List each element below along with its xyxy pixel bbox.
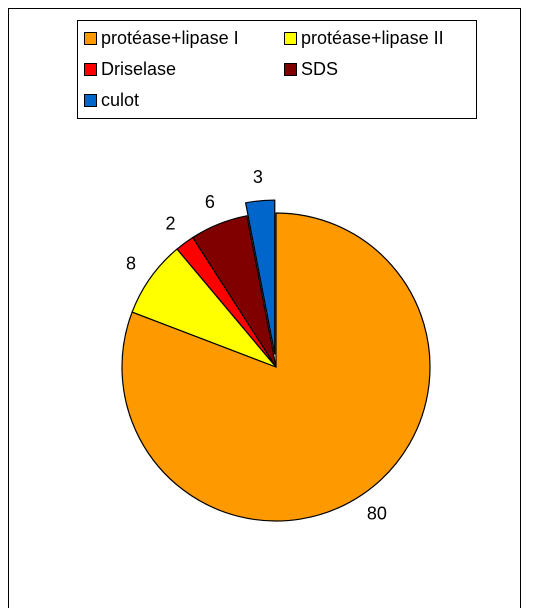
pie-data-label-0: 80	[367, 504, 387, 524]
legend-swatch	[284, 62, 297, 76]
pie-slice-3	[192, 215, 277, 368]
pie-slices	[121, 199, 431, 522]
legend: protéase+lipase I protéase+lipase II Dri…	[77, 20, 477, 119]
legend-label: protéase+lipase II	[301, 27, 444, 48]
pie-data-labels: 80 8 2 6 3	[126, 167, 387, 524]
pie-data-label-4: 3	[253, 167, 263, 187]
legend-item-protease-lipase-ii: protéase+lipase II	[284, 27, 444, 49]
pie-data-label-1: 8	[126, 254, 136, 274]
legend-label: Driselase	[101, 58, 177, 79]
legend-label: SDS	[301, 58, 339, 79]
pie-data-label-3: 6	[205, 192, 215, 212]
legend-item-culot: culot	[84, 89, 139, 111]
legend-label: protéase+lipase I	[101, 27, 239, 48]
pie-slice-4	[245, 199, 276, 355]
legend-swatch	[84, 62, 97, 76]
legend-swatch	[284, 31, 297, 45]
legend-item-driselase: Driselase	[84, 58, 176, 80]
legend-swatch	[84, 93, 97, 107]
legend-item-protease-lipase-i: protéase+lipase I	[84, 27, 239, 49]
legend-label: culot	[101, 89, 140, 110]
legend-item-sds: SDS	[284, 58, 338, 80]
legend-swatch	[84, 31, 97, 45]
chart-area	[8, 8, 521, 608]
pie-data-label-2: 2	[165, 214, 175, 234]
